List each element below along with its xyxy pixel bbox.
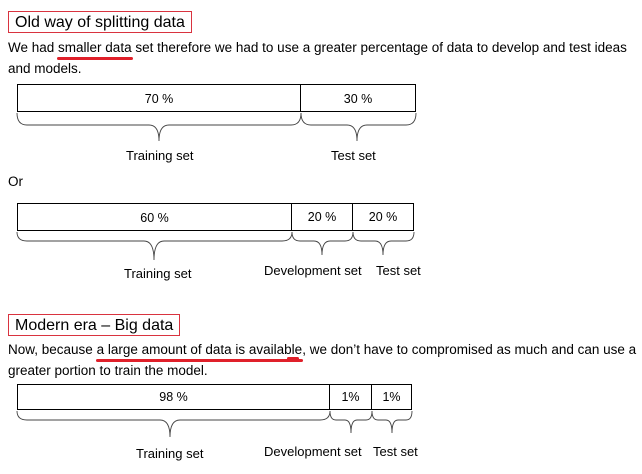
- label-training-set: Training set: [136, 446, 204, 461]
- label-test-set: Test set: [373, 444, 418, 459]
- split-segment-test: 30 %: [300, 84, 416, 112]
- label-training-set: Training set: [126, 148, 194, 163]
- paragraph-text: We had: [8, 40, 59, 55]
- label-test-set: Test set: [331, 148, 376, 163]
- highlighted-phrase: smaller data: [57, 37, 133, 60]
- label-development-set: Development set: [264, 444, 362, 459]
- brace-training: [16, 231, 293, 261]
- label-training-set: Training set: [124, 266, 192, 281]
- section-heading-old-way: Old way of splitting data: [8, 11, 192, 33]
- paragraph-text: set therefore we had to use a greater pe…: [8, 40, 627, 76]
- label-development-set: Development set: [264, 263, 362, 278]
- brace-test: [300, 112, 417, 142]
- section-paragraph-modern-era: Now, because a large amount of data is a…: [8, 339, 640, 381]
- brace-development: [329, 410, 373, 434]
- highlighted-phrase: a large amount of data is available: [95, 339, 303, 362]
- section-paragraph-old-way: We had smaller data set therefore we had…: [8, 37, 640, 79]
- paragraph-text: Now, because: [8, 342, 97, 357]
- label-test-set: Test set: [376, 263, 421, 278]
- brace-test: [352, 231, 415, 256]
- paragraph-text: , we don’t have to compromised as much a…: [8, 342, 637, 378]
- split-segment-test: 1%: [371, 384, 412, 410]
- section-heading-modern-era: Modern era – Big data: [8, 314, 181, 336]
- split-segment-test: 20 %: [352, 203, 414, 231]
- brace-training: [16, 410, 331, 438]
- underline-dash: [287, 357, 299, 360]
- brace-training: [16, 112, 302, 142]
- brace-development: [291, 231, 354, 256]
- brace-test: [371, 410, 413, 434]
- or-text: Or: [8, 174, 23, 189]
